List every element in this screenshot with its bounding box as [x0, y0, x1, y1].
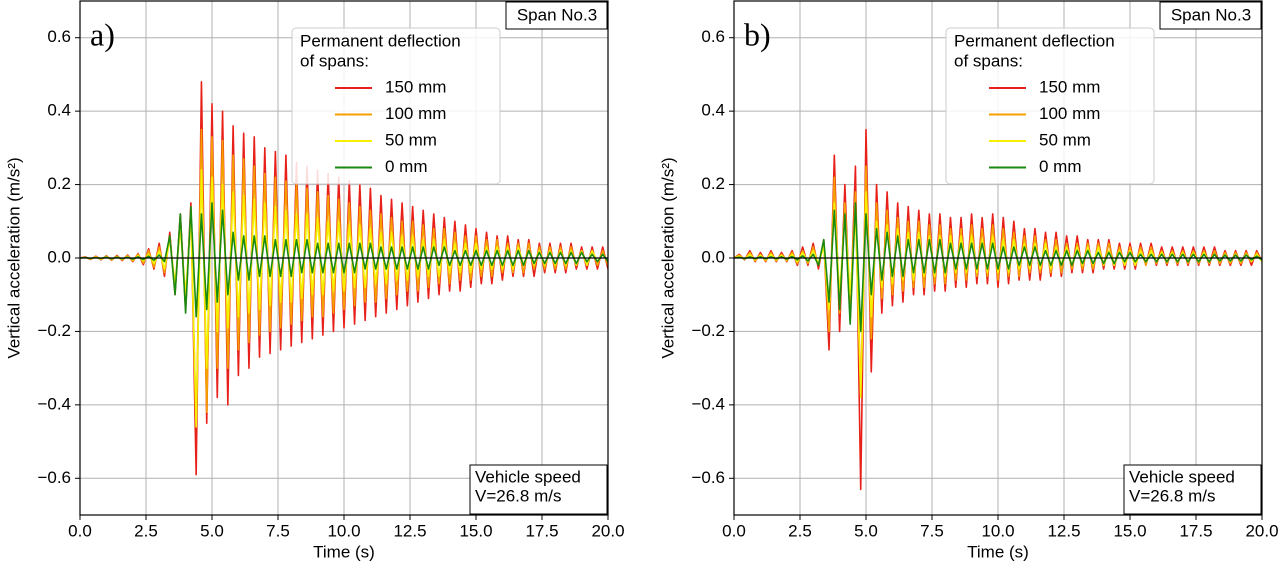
- annotation-top: Span No.3: [1171, 5, 1251, 24]
- y-tick-label: 0.2: [701, 174, 725, 193]
- annotation-bottom: Vehicle speed: [1129, 467, 1235, 486]
- x-tick-label: 2.5: [788, 521, 812, 540]
- x-axis-label: Time (s): [967, 542, 1029, 561]
- x-tick-label: 15.0: [1113, 521, 1146, 540]
- legend-box: [945, 27, 1155, 185]
- x-tick-label: 20.0: [1245, 521, 1278, 540]
- panel-label: b): [744, 16, 771, 52]
- x-tick-label: 10.0: [981, 521, 1014, 540]
- series-line: [734, 202, 1262, 333]
- y-tick-label: 0.6: [701, 27, 725, 46]
- legend-label: 0 mm: [385, 157, 428, 176]
- x-tick-label: 20.0: [591, 521, 624, 540]
- x-tick-label: 17.5: [525, 521, 558, 540]
- annotation-bottom: V=26.8 m/s: [1129, 486, 1215, 505]
- x-tick-label: 12.5: [1047, 521, 1080, 540]
- x-tick-label: 0.0: [68, 521, 92, 540]
- y-tick-label: −0.4: [37, 394, 71, 413]
- y-tick-label: −0.2: [691, 321, 725, 340]
- panel: 0.0 2.5 5.0 7.5 10.0 12.5 15.0 17.5 20.0 −0.6 −0.4…: [4, 0, 625, 561]
- annotation-box: [469, 464, 608, 515]
- legend-label: 50 mm: [1039, 130, 1091, 149]
- x-axis-label: Time (s): [313, 542, 375, 561]
- series-line: [80, 169, 608, 428]
- panel-label: a): [90, 16, 115, 52]
- legend-label: 100 mm: [1039, 104, 1100, 123]
- annotation-bottom: Vehicle speed: [475, 467, 581, 486]
- x-tick-label: 5.0: [200, 521, 224, 540]
- plot-data: [734, 128, 1262, 491]
- x-tick-label: 7.5: [920, 521, 944, 540]
- legend-title: Permanent deflection: [300, 31, 461, 50]
- legend-title: of spans:: [954, 51, 1023, 70]
- y-axis-label: Vertical acceleration (m/s²): [4, 157, 23, 358]
- annotation-box: [505, 1, 608, 30]
- y-tick-label: 0.6: [47, 27, 71, 46]
- plot-frame: [733, 0, 1263, 516]
- x-tick-label: 5.0: [854, 521, 878, 540]
- x-tick-label: 2.5: [134, 521, 158, 540]
- x-tick-label: 0.0: [722, 521, 746, 540]
- y-tick-label: 0.2: [47, 174, 71, 193]
- x-tick-label: 17.5: [1179, 521, 1212, 540]
- x-tick-label: 12.5: [393, 521, 426, 540]
- x-tick-label: 15.0: [459, 521, 492, 540]
- y-tick-label: −0.6: [691, 468, 725, 487]
- x-tick-label: 7.5: [266, 521, 290, 540]
- y-tick-label: 0.0: [701, 247, 725, 266]
- y-axis-label: Vertical acceleration (m/s²): [658, 157, 677, 358]
- legend-box: [291, 27, 501, 185]
- legend-label: 100 mm: [385, 104, 446, 123]
- y-tick-label: 0.4: [47, 101, 71, 120]
- annotation-bottom: V=26.8 m/s: [475, 486, 561, 505]
- y-tick-label: −0.6: [37, 468, 71, 487]
- y-tick-label: 0.4: [701, 101, 725, 120]
- series-line: [80, 202, 608, 318]
- legend-label: 50 mm: [385, 130, 437, 149]
- plot-data: [80, 80, 608, 476]
- legend-label: 150 mm: [385, 77, 446, 96]
- legend-title: Permanent deflection: [954, 31, 1115, 50]
- annotation-box: [1159, 1, 1262, 30]
- legend-label: 0 mm: [1039, 157, 1082, 176]
- panel: 0.0 2.5 5.0 7.5 10.0 12.5 15.0 17.5 20.0 −0.6 −0.4…: [658, 0, 1279, 561]
- y-tick-label: 0.0: [47, 247, 71, 266]
- legend-label: 150 mm: [1039, 77, 1100, 96]
- y-tick-label: −0.4: [691, 394, 725, 413]
- annotation-box: [1123, 464, 1262, 515]
- x-tick-label: 10.0: [327, 521, 360, 540]
- annotation-top: Span No.3: [517, 5, 597, 24]
- plot-frame: [79, 0, 609, 516]
- legend-title: of spans:: [300, 51, 369, 70]
- y-tick-label: −0.2: [37, 321, 71, 340]
